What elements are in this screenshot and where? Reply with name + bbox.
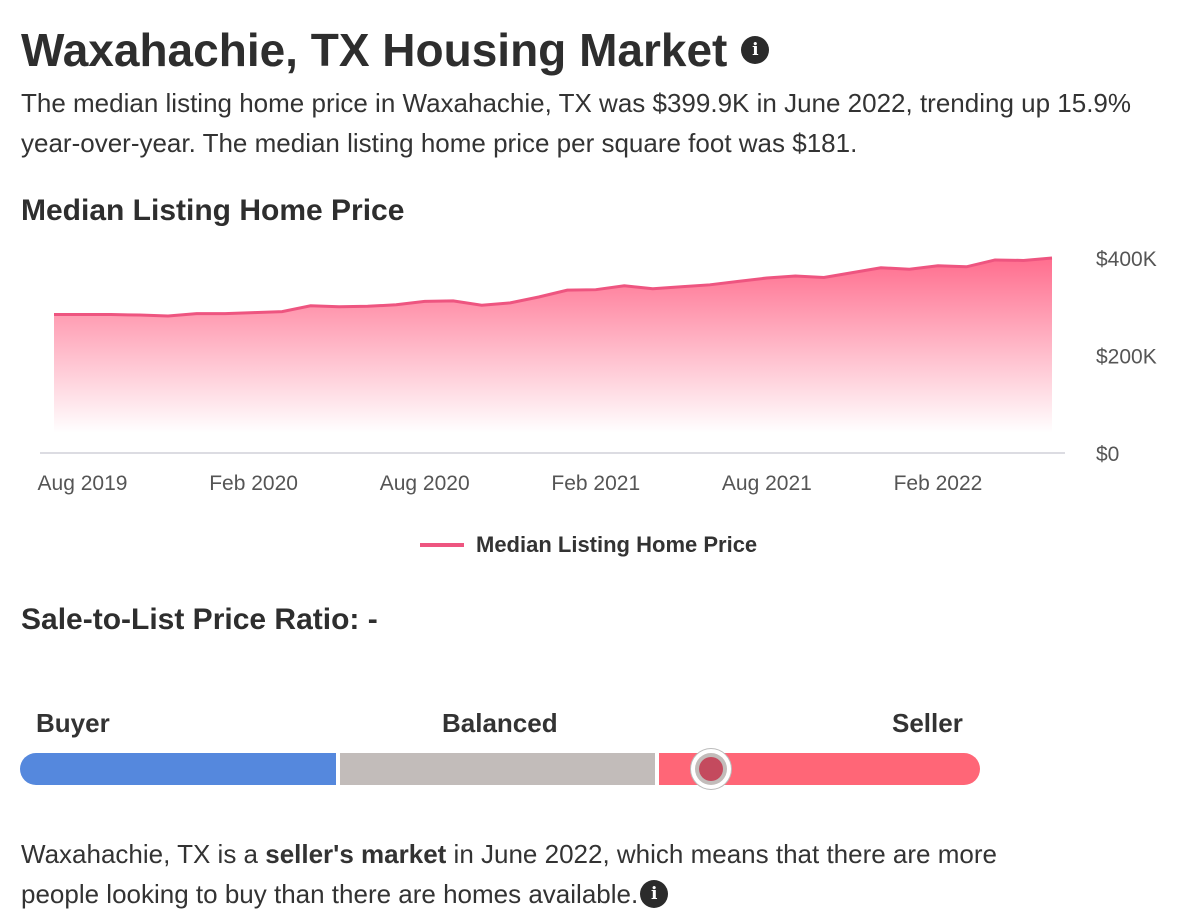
ratio-section-title: Sale-to-List Price Ratio: - <box>21 603 378 636</box>
seller-label: Seller <box>892 708 963 738</box>
market-summary: Waxahachie, TX is a seller's market in J… <box>21 834 1021 914</box>
buyer-segment <box>20 753 336 785</box>
y-tick-label: $0 <box>1096 443 1119 466</box>
chart-section-title: Median Listing Home Price <box>21 194 405 227</box>
page-title: Waxahachie, TX Housing Market i <box>21 22 770 78</box>
summary-prefix: Waxahachie, TX is a <box>21 839 266 869</box>
chart-legend: Median Listing Home Price <box>420 530 757 560</box>
info-icon[interactable]: i <box>640 880 669 909</box>
info-icon[interactable]: i <box>741 35 770 64</box>
buyer-label: Buyer <box>36 708 110 738</box>
legend-swatch <box>420 543 464 547</box>
x-axis-ticks: Aug 2019 Feb 2020 Aug 2020 Feb 2021 Aug 2021… <box>38 472 983 495</box>
x-tick-label: Aug 2019 <box>38 472 128 495</box>
x-tick-label: Feb 2020 <box>209 472 298 495</box>
summary-bold: seller's market <box>265 839 447 869</box>
page-title-text: Waxahachie, TX Housing Market <box>21 24 728 76</box>
y-tick-label: $400K <box>1096 248 1157 271</box>
summary-suffix: in June 2022, which means that there are… <box>21 839 997 909</box>
x-tick-label: Aug 2021 <box>722 472 812 495</box>
market-position-marker <box>691 749 732 789</box>
marker-dot <box>699 757 724 781</box>
x-tick-label: Feb 2021 <box>551 472 640 495</box>
y-axis-ticks: $0 $200K $400K <box>1096 248 1157 466</box>
price-chart: $0 $200K $400K Aug 2019 Feb 2020 Aug 2020 Feb… <box>38 248 1157 495</box>
intro-text: The median listing home price in Waxahac… <box>21 88 1132 158</box>
chart-area-layer <box>54 256 1053 433</box>
price-line <box>54 256 1053 318</box>
legend-label: Median Listing Home Price <box>476 532 758 557</box>
y-tick-label: $200K <box>1096 346 1157 369</box>
price-area-fill <box>54 258 1052 433</box>
balanced-label: Balanced <box>442 708 558 738</box>
balanced-segment <box>340 753 655 785</box>
x-tick-label: Feb 2022 <box>894 472 983 495</box>
x-tick-label: Aug 2020 <box>380 472 470 495</box>
